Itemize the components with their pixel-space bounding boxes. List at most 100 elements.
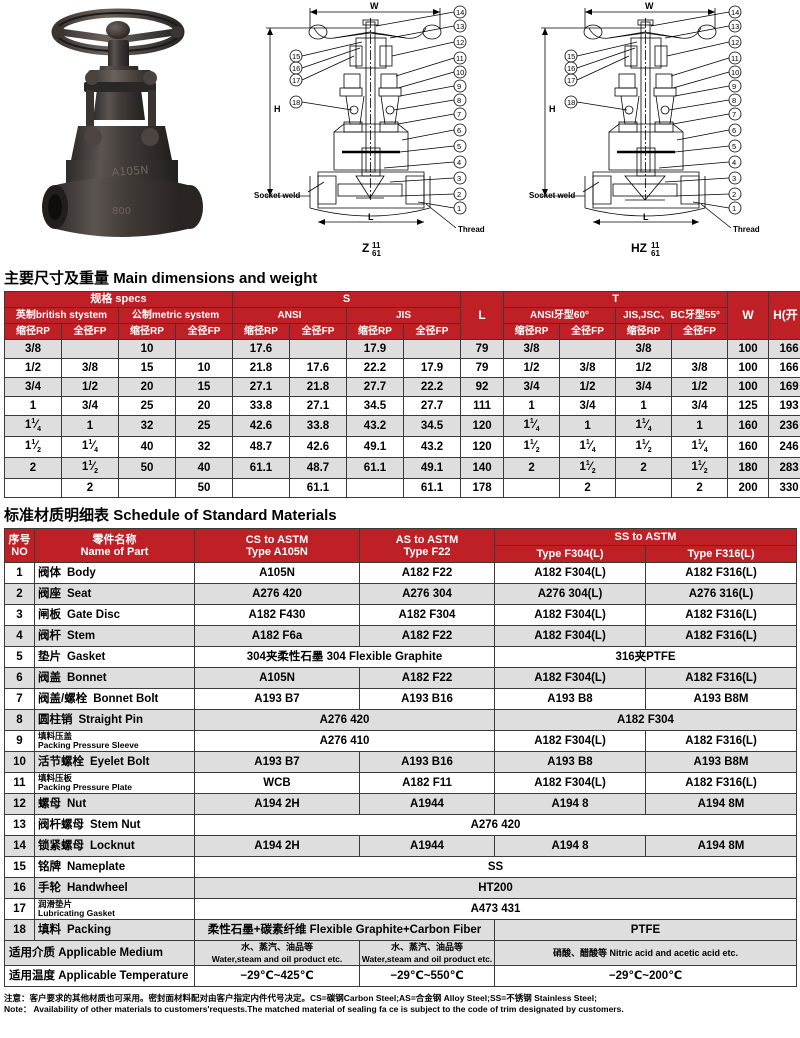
part-name-en: Seat (67, 588, 92, 601)
svg-text:6: 6 (732, 126, 736, 135)
table-row: 15 铭牌 Nameplate SS (4, 856, 797, 879)
svg-text:11: 11 (731, 54, 739, 63)
dims-head-h: H(开 ) (768, 291, 800, 340)
table-row: 14 锁紧螺母 Locknut A194 2H A1944 A194 8 A194 8M (4, 835, 797, 858)
dims-cell-ansi_rp: 27.1 (232, 377, 290, 397)
mat-cell-part-name: 圆柱销 Straight Pin (34, 709, 195, 732)
dims-cell-t55_fp (671, 339, 729, 359)
dims-cell-jis_rp: 49.1 (346, 436, 404, 459)
table-row: 10 活节螺栓 Eyelet Bolt A193 B7 A193 B16 A193 B8 A… (4, 751, 797, 774)
dims-cell-h: 169 (768, 377, 800, 397)
dims-cell-me_fp: 25 (175, 414, 233, 438)
dims-cell-t55_fp: 11⁄4 (671, 436, 729, 459)
mat-cell-part-name: 润滑垫片 Lubricating Gasket (34, 898, 195, 921)
dims-cell-w: 180 (727, 457, 770, 480)
dims-cell-jis_fp: 27.7 (402, 396, 462, 416)
dims-cell-ansi_fp: 42.6 (289, 436, 347, 459)
dims-cell-br_fp: 3/8 (61, 358, 119, 378)
dims-cell-l: 120 (460, 414, 505, 438)
svg-text:2: 2 (732, 190, 736, 199)
mat-cell-value: A193 B8M (645, 751, 797, 774)
dims-cell-me_rp: 40 (118, 436, 176, 459)
mat-cell-part-name: 填料压板 Packing Pressure Plate (34, 772, 195, 795)
dims-cell-w: 100 (727, 358, 770, 378)
table-row: 7 阀盖/螺栓 Bonnet Bolt A193 B7 A193 B16 A193 B8 A… (4, 688, 797, 711)
mat-cell-part-name: 铭牌 Nameplate (34, 856, 195, 879)
mat-cell-no: 15 (4, 856, 35, 879)
mat-cell-value: HT200 (194, 877, 797, 900)
mat-cell-value: A182 F304(L) (494, 772, 646, 795)
mat-cell-value: 304夹柔性石墨 304 Flexible Graphite (194, 646, 495, 669)
svg-text:7: 7 (732, 110, 736, 119)
dims-cell-me_fp: 32 (175, 436, 233, 459)
dims-cell-t55_rp: 11⁄2 (615, 436, 673, 459)
mat-cell-no: 18 (4, 919, 35, 942)
svg-text:H: H (274, 104, 281, 114)
svg-text:3: 3 (732, 174, 736, 183)
dims-cell-w: 200 (727, 478, 770, 499)
dims-cell-t60_fp: 1/2 (559, 377, 617, 397)
mat-cell-value: A182 F22 (359, 667, 495, 690)
dims-head-me-rp: 缩径RP (118, 323, 176, 340)
mat-cell-value: A182 F22 (359, 625, 495, 648)
dims-cell-jis_fp: 34.5 (402, 414, 462, 438)
part-name-cn: 阀盖 (38, 672, 61, 685)
mat-cell-value: A182 F316(L) (645, 604, 797, 627)
dims-head-t: T (503, 291, 729, 308)
mat-cell-no: 11 (4, 772, 35, 795)
svg-text:4: 4 (457, 158, 461, 167)
dims-cell-br_fp: 2 (61, 478, 119, 499)
dims-cell-jis_rp (346, 478, 404, 499)
mat-cell-part-name: 活节螺栓 Eyelet Bolt (34, 751, 195, 774)
dims-cell-t60_fp: 11⁄4 (559, 436, 617, 459)
mat-cell-value: A182 F304(L) (494, 730, 646, 753)
part-name-cn: 闸板 (38, 609, 61, 622)
mat-cell-part-name: 阀座 Seat (34, 583, 195, 606)
part-name-en: Gate Disc (67, 609, 121, 622)
svg-text:18: 18 (292, 98, 300, 107)
svg-text:61: 61 (651, 249, 660, 258)
mat-head-ss: SS to ASTM (494, 528, 797, 547)
mat-cell-value: A105N (194, 562, 360, 585)
applicable-temperature-row: 适用温度 Applicable Temperature −29℃~425℃ −29℃… (4, 965, 797, 988)
svg-text:15: 15 (567, 52, 575, 61)
dimensions-title-en: Main dimensions and weight (113, 270, 318, 287)
dims-head-jis: JIS (345, 307, 462, 324)
mat-cell-no: 10 (4, 751, 35, 774)
mat-cell-value: A182 F430 (194, 604, 360, 627)
svg-text:3: 3 (457, 174, 461, 183)
svg-text:5: 5 (732, 142, 736, 151)
mat-cell-value: A193 B8 (494, 751, 646, 774)
dims-head-metric: 公制metric system (118, 307, 233, 324)
part-name-cn: 润滑垫片 (38, 898, 73, 909)
dims-cell-jis_fp (402, 339, 462, 359)
part-name-cn: 手轮 (38, 882, 61, 895)
part-name-en: Packing (67, 924, 112, 937)
mat-cell-value: A194 8M (645, 793, 797, 816)
part-name-cn: 圆柱销 (38, 714, 73, 727)
dims-cell-w: 100 (727, 339, 770, 359)
mat-cell-value: A182 F6a (194, 625, 360, 648)
mat-head-cs: CS to ASTM Type A105N (194, 528, 360, 564)
materials-title-cn: 标准材质明细表 (4, 507, 110, 525)
mat-cell-value: A276 410 (194, 730, 495, 753)
dims-head-ansi-fp: 全径FP (289, 323, 347, 340)
applicable-medium-row: 适用介质 Applicable Medium 水、蒸汽、油品等 Water,stea… (4, 940, 797, 967)
dims-cell-br_rp (4, 478, 62, 499)
mat-cell-part-name: 锁紧螺母 Locknut (34, 835, 195, 858)
dims-cell-ansi_rp: 21.8 (232, 358, 290, 378)
dimensions-title-cn: 主要尺寸及重量 (4, 270, 110, 287)
dims-cell-ansi_fp: 33.8 (289, 414, 347, 438)
svg-text:17: 17 (567, 76, 575, 85)
illustration-band: A105N 800 W (0, 0, 800, 270)
dims-cell-t55_rp: 1/2 (615, 358, 673, 378)
dims-cell-h: 166 (768, 339, 800, 359)
dims-head-t60-rp: 缩径RP (503, 323, 561, 340)
dims-cell-h: 193 (768, 396, 800, 416)
mat-cell-value: A182 F316(L) (645, 772, 797, 795)
svg-text:12: 12 (456, 38, 464, 47)
dims-cell-br_fp: 1 (61, 414, 119, 438)
dims-head-l: L (460, 291, 505, 340)
mat-cell-value: A194 8 (494, 793, 646, 816)
